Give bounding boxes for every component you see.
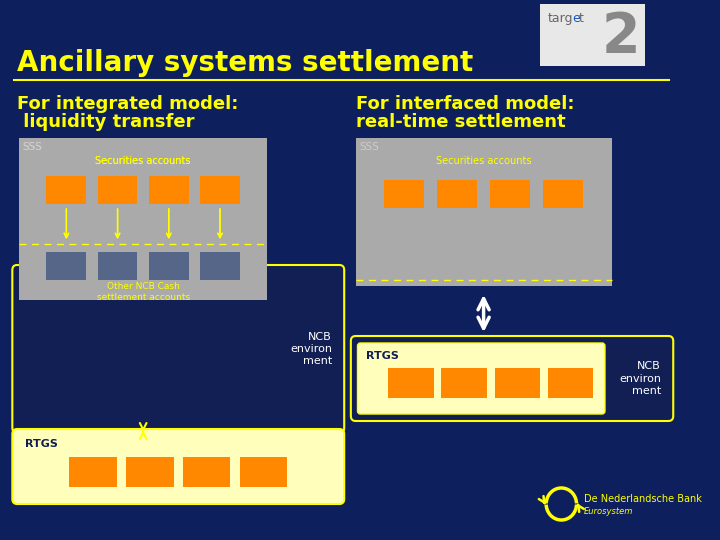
Text: NCB
environ
ment: NCB environ ment [290,332,332,367]
Text: Securities accounts: Securities accounts [96,156,191,166]
Text: For integrated model:: For integrated model: [17,95,238,113]
Text: De Nederlandsche Bank: De Nederlandsche Bank [584,494,702,504]
FancyBboxPatch shape [12,265,344,433]
Bar [47,176,86,204]
Text: Securities accounts: Securities accounts [96,156,191,166]
Text: Other NCB Cash
settlement accounts: Other NCB Cash settlement accounts [96,282,190,302]
Bar [126,456,174,487]
Bar [200,176,240,204]
Bar [240,456,287,487]
Bar [98,252,138,280]
Bar [47,252,86,280]
Bar [183,456,230,487]
Text: Ancillary systems settlement: Ancillary systems settlement [17,49,473,77]
Text: targ: targ [548,12,574,25]
Text: t: t [578,12,583,25]
Bar [490,180,530,208]
Bar [47,176,86,204]
Bar [19,138,267,300]
Text: SSS: SSS [359,142,379,152]
Bar [149,176,189,204]
Text: real-time settlement: real-time settlement [356,113,565,131]
Bar [19,138,267,300]
Bar [548,368,593,397]
Bar [98,176,138,204]
FancyBboxPatch shape [358,343,605,414]
Bar [200,176,240,204]
Text: liquidity transfer: liquidity transfer [17,113,194,131]
Bar [544,180,583,208]
Text: Eurosystem: Eurosystem [584,507,634,516]
Bar [388,368,434,397]
Text: 2: 2 [602,10,640,64]
FancyBboxPatch shape [12,429,344,504]
Text: e: e [572,12,580,25]
FancyBboxPatch shape [351,336,673,421]
Bar [200,252,240,280]
Bar [149,176,189,204]
Bar [356,138,611,286]
Text: RTGS: RTGS [366,351,399,361]
Bar [441,368,487,397]
Text: For interfaced model:: For interfaced model: [356,95,574,113]
Text: Securities accounts: Securities accounts [436,156,531,166]
FancyBboxPatch shape [541,4,645,66]
Text: NCB
environ
ment: NCB environ ment [619,361,661,396]
Bar [98,176,138,204]
Text: SSS: SSS [23,142,42,152]
Bar [69,456,117,487]
Bar [437,180,477,208]
Bar [495,368,540,397]
Bar [149,252,189,280]
Text: RTGS: RTGS [24,439,58,449]
Text: SSS: SSS [23,142,42,152]
Bar [384,180,424,208]
